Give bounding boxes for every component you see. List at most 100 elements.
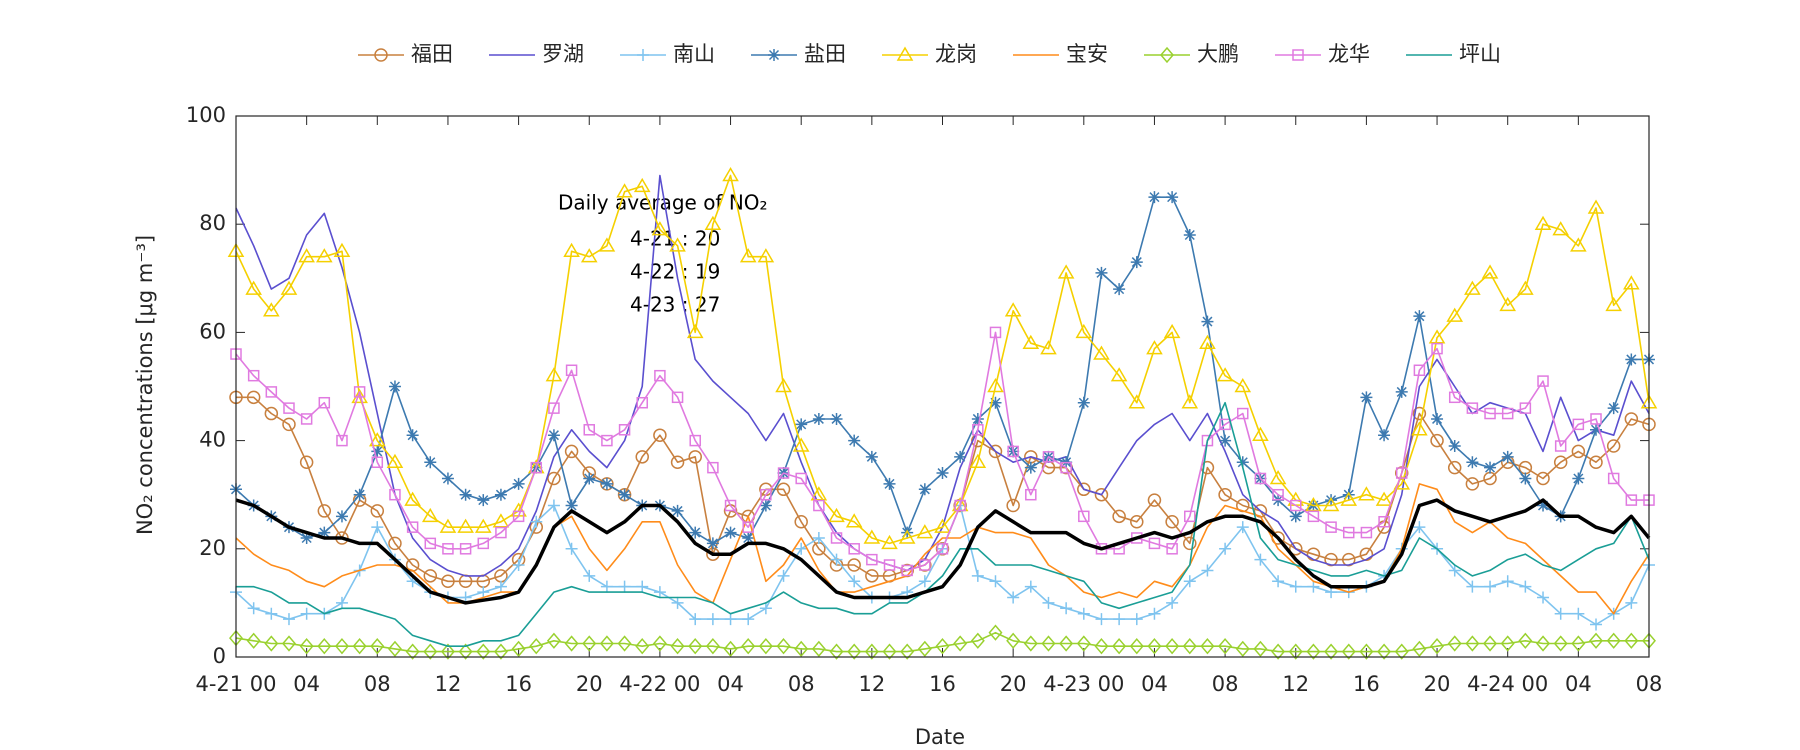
marker bbox=[653, 586, 666, 599]
marker bbox=[1113, 283, 1126, 296]
marker bbox=[1289, 510, 1302, 523]
marker bbox=[1590, 413, 1602, 425]
legend-label: 福田 bbox=[411, 42, 453, 66]
marker bbox=[671, 391, 684, 404]
marker bbox=[529, 638, 544, 655]
marker bbox=[374, 48, 388, 62]
x-tick-label: 20 bbox=[576, 672, 603, 696]
line bbox=[235, 174, 1650, 545]
x-tick-label: 08 bbox=[788, 672, 815, 696]
marker bbox=[370, 504, 385, 518]
marker bbox=[1078, 510, 1090, 523]
marker bbox=[1095, 613, 1108, 626]
legend-label: 宝安 bbox=[1066, 42, 1108, 66]
marker bbox=[1305, 497, 1322, 512]
marker bbox=[1464, 280, 1481, 295]
marker bbox=[1059, 635, 1074, 652]
marker bbox=[1571, 635, 1586, 652]
marker bbox=[865, 450, 878, 463]
legend-item: 坪山 bbox=[1406, 42, 1501, 66]
marker bbox=[918, 575, 931, 588]
marker bbox=[476, 643, 491, 660]
marker bbox=[653, 428, 667, 442]
marker bbox=[1006, 632, 1021, 649]
marker bbox=[246, 390, 261, 405]
line bbox=[235, 174, 1650, 577]
marker bbox=[1166, 596, 1179, 609]
marker bbox=[1325, 521, 1337, 533]
marker bbox=[1481, 264, 1499, 279]
marker bbox=[901, 526, 914, 539]
marker bbox=[545, 367, 563, 382]
marker bbox=[1341, 643, 1356, 660]
series bbox=[229, 390, 1656, 589]
y-axis-label: NO₂ concentrations [μg m⁻³] bbox=[133, 235, 157, 535]
marker bbox=[565, 542, 578, 555]
marker bbox=[423, 643, 438, 660]
marker bbox=[1395, 467, 1408, 479]
marker bbox=[318, 396, 331, 409]
marker bbox=[1004, 302, 1022, 317]
marker bbox=[845, 513, 863, 528]
marker bbox=[1183, 575, 1196, 588]
marker bbox=[247, 602, 260, 615]
marker bbox=[1181, 394, 1199, 409]
legend-item: 宝安 bbox=[1013, 42, 1108, 66]
marker bbox=[989, 396, 1002, 409]
marker bbox=[936, 543, 949, 555]
marker bbox=[1430, 433, 1444, 448]
marker bbox=[866, 553, 878, 566]
legend-label: 罗湖 bbox=[542, 42, 584, 66]
marker bbox=[564, 635, 579, 652]
legend-item: 福田 bbox=[358, 42, 453, 66]
marker bbox=[739, 248, 757, 263]
series bbox=[235, 174, 1650, 577]
marker bbox=[795, 472, 807, 485]
marker bbox=[1166, 543, 1178, 555]
marker bbox=[1289, 580, 1302, 593]
marker bbox=[1130, 613, 1143, 626]
marker bbox=[1148, 537, 1161, 550]
marker bbox=[776, 638, 791, 655]
marker bbox=[617, 635, 632, 652]
marker bbox=[810, 486, 828, 501]
x-tick-label: 12 bbox=[858, 672, 885, 696]
marker bbox=[1447, 460, 1462, 475]
marker bbox=[795, 542, 808, 555]
x-tick-label: 08 bbox=[364, 672, 391, 696]
marker bbox=[1413, 521, 1426, 534]
marker bbox=[564, 444, 579, 459]
marker bbox=[494, 488, 507, 501]
y-tick-label: 20 bbox=[199, 536, 226, 560]
marker bbox=[848, 434, 861, 447]
marker bbox=[565, 499, 578, 512]
series bbox=[229, 624, 1656, 660]
marker bbox=[386, 453, 404, 468]
marker bbox=[282, 613, 295, 626]
x-tick-label: 4-21 00 bbox=[195, 672, 276, 696]
marker bbox=[1554, 607, 1567, 620]
marker bbox=[1184, 510, 1196, 523]
marker bbox=[1553, 455, 1568, 469]
marker bbox=[1428, 329, 1446, 344]
x-axis-label: Date bbox=[915, 725, 965, 749]
marker bbox=[1060, 461, 1072, 474]
marker bbox=[1519, 472, 1532, 485]
marker bbox=[988, 624, 1003, 641]
marker bbox=[477, 586, 490, 599]
marker bbox=[317, 638, 332, 655]
marker bbox=[1325, 494, 1338, 507]
marker bbox=[336, 434, 348, 447]
marker bbox=[616, 183, 633, 198]
marker bbox=[1537, 591, 1550, 604]
marker bbox=[989, 326, 1002, 339]
legend-label: 龙岗 bbox=[935, 42, 977, 66]
marker bbox=[1041, 635, 1056, 652]
y-tick-label: 100 bbox=[186, 103, 226, 127]
y-tick-label: 60 bbox=[199, 319, 226, 343]
marker bbox=[245, 280, 262, 295]
line bbox=[235, 498, 1651, 605]
marker bbox=[318, 526, 331, 539]
x-tick-label: 08 bbox=[1636, 672, 1663, 696]
marker bbox=[1129, 638, 1144, 655]
